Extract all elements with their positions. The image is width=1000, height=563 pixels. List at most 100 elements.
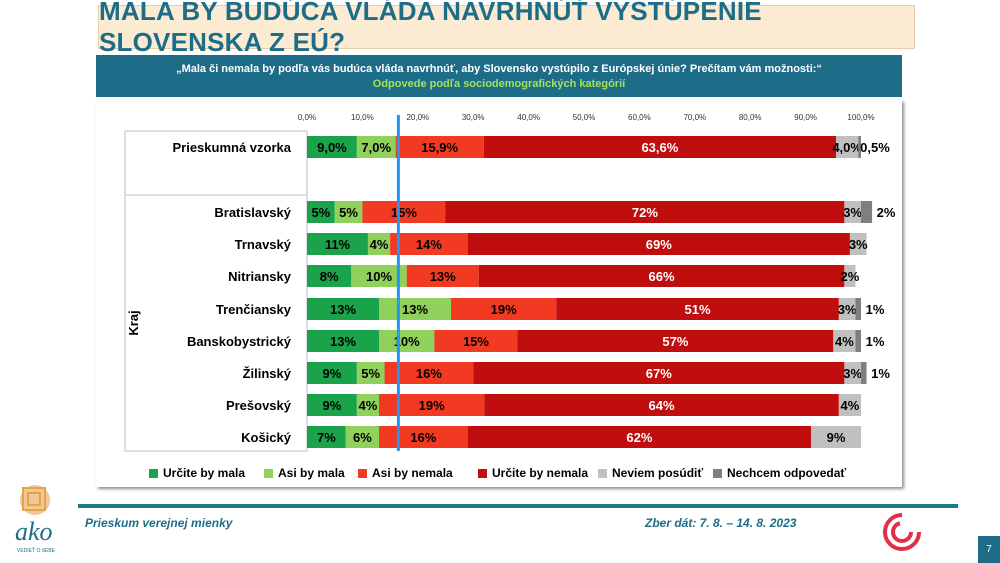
- chart-panel: 0,0% 10,0% 20,0% 30,0% 40,0% 50,0% 60,0% 70,0% 8…: [96, 100, 902, 487]
- bar-segment: [307, 330, 380, 352]
- bar-segment: [838, 298, 856, 320]
- bar-segment: [307, 362, 357, 384]
- row-category-label: Košický: [241, 430, 292, 445]
- bar-segment: [844, 201, 861, 223]
- bar-segment: [390, 233, 468, 255]
- bar-segment: [833, 330, 856, 352]
- ako-logo-tagline: VEDIEŤ O SEBE: [17, 546, 56, 554]
- bar-segment: [473, 362, 845, 384]
- footer-divider: [78, 504, 958, 508]
- data-label: 14%: [416, 237, 442, 252]
- bar-segment: [445, 201, 845, 223]
- data-label: 62%: [626, 430, 652, 445]
- x-tick-label: 90,0%: [794, 113, 817, 122]
- bar-segment: [451, 298, 557, 320]
- bar-segment: [356, 394, 380, 416]
- data-label: 5%: [339, 205, 358, 220]
- data-label: 16%: [410, 430, 436, 445]
- row-category-label: Trenčiansky: [216, 302, 292, 317]
- page-title: MALA BY BUDÚCA VLÁDA NAVRHNÚŤ VYSTÚPENIE…: [99, 0, 762, 57]
- data-label: 2%: [841, 269, 860, 284]
- bar-segment: [307, 201, 335, 223]
- legend-swatch: [358, 469, 367, 478]
- legend-swatch: [149, 469, 158, 478]
- data-label: 69%: [646, 237, 672, 252]
- data-label: 4,0%: [832, 140, 862, 155]
- data-label: 3%: [843, 366, 862, 381]
- data-label: 3%: [843, 205, 862, 220]
- question-text: „Mala či nemala by podľa vás budúca vlád…: [176, 62, 822, 75]
- group-label-kraj: Kraj: [126, 310, 141, 335]
- data-label: 9,0%: [317, 140, 347, 155]
- bar-segment: [307, 233, 368, 255]
- data-label: 57%: [662, 334, 688, 349]
- legend-swatch: [264, 469, 273, 478]
- question-box: „Mala či nemala by podľa vás budúca vlád…: [96, 55, 902, 97]
- bar-segment: [467, 426, 812, 448]
- data-label: 10%: [366, 269, 392, 284]
- data-label: 9%: [323, 366, 342, 381]
- bar-segment: [844, 362, 861, 384]
- bar-segment: [379, 394, 485, 416]
- bar-segment: [307, 265, 352, 287]
- bar-segment: [406, 265, 479, 287]
- bar-segment: [858, 136, 861, 158]
- data-label: 4%: [370, 237, 389, 252]
- data-label: 9%: [323, 398, 342, 413]
- bar-segment: [356, 136, 396, 158]
- bar-segment: [307, 426, 346, 448]
- bar-segment: [861, 201, 873, 223]
- data-label: 5%: [361, 366, 380, 381]
- data-label: 15%: [391, 205, 417, 220]
- data-label: 4%: [359, 398, 378, 413]
- legend-swatch: [478, 469, 487, 478]
- data-label: 1%: [866, 302, 885, 317]
- x-tick-label: 50,0%: [573, 113, 596, 122]
- bar-segment: [467, 233, 850, 255]
- data-label: 16%: [416, 366, 442, 381]
- bar-segment: [307, 394, 357, 416]
- data-label: 63,6%: [641, 140, 678, 155]
- data-label: 0,5%: [860, 140, 890, 155]
- bar-segment: [849, 233, 867, 255]
- bar-segment: [379, 330, 435, 352]
- bar-segment: [556, 298, 839, 320]
- bar-segment: [356, 362, 385, 384]
- bar-segment: [517, 330, 834, 352]
- ako-logo: ako VEDIEŤ O SEBE: [15, 485, 56, 554]
- data-label: 13%: [402, 302, 428, 317]
- data-label: 64%: [649, 398, 675, 413]
- bar-segment: [334, 201, 363, 223]
- bar-segment: [478, 265, 845, 287]
- x-tick-label: 10,0%: [351, 113, 374, 122]
- bar-segment: [307, 136, 357, 158]
- data-label: 51%: [685, 302, 711, 317]
- data-label: 13%: [330, 302, 356, 317]
- data-label: 13%: [430, 269, 456, 284]
- data-label: 5%: [311, 205, 330, 220]
- bar-segment: [367, 233, 391, 255]
- question-subtitle: Odpovede podľa sociodemografických kateg…: [372, 77, 626, 90]
- swirl-logo-icon: [883, 513, 921, 551]
- legend-swatch: [598, 469, 607, 478]
- data-label: 66%: [649, 269, 675, 284]
- bar-segment: [844, 265, 856, 287]
- bar-segment: [836, 136, 859, 158]
- legend-swatch: [713, 469, 722, 478]
- bar-segment: [379, 426, 468, 448]
- legend-label: Asi by mala: [278, 466, 345, 480]
- data-label: 15%: [463, 334, 489, 349]
- bar-segment: [362, 201, 446, 223]
- data-label: 19%: [419, 398, 445, 413]
- data-label: 1%: [871, 366, 890, 381]
- bar-segment: [351, 265, 407, 287]
- data-label: 2%: [877, 205, 896, 220]
- data-label: 7,0%: [361, 140, 391, 155]
- bar-segment: [861, 362, 867, 384]
- x-tick-label: 60,0%: [628, 113, 651, 122]
- data-label: 15,9%: [421, 140, 458, 155]
- bar-segment: [483, 136, 837, 158]
- data-label: 9%: [827, 430, 846, 445]
- bar-segment: [811, 426, 861, 448]
- data-label: 67%: [646, 366, 672, 381]
